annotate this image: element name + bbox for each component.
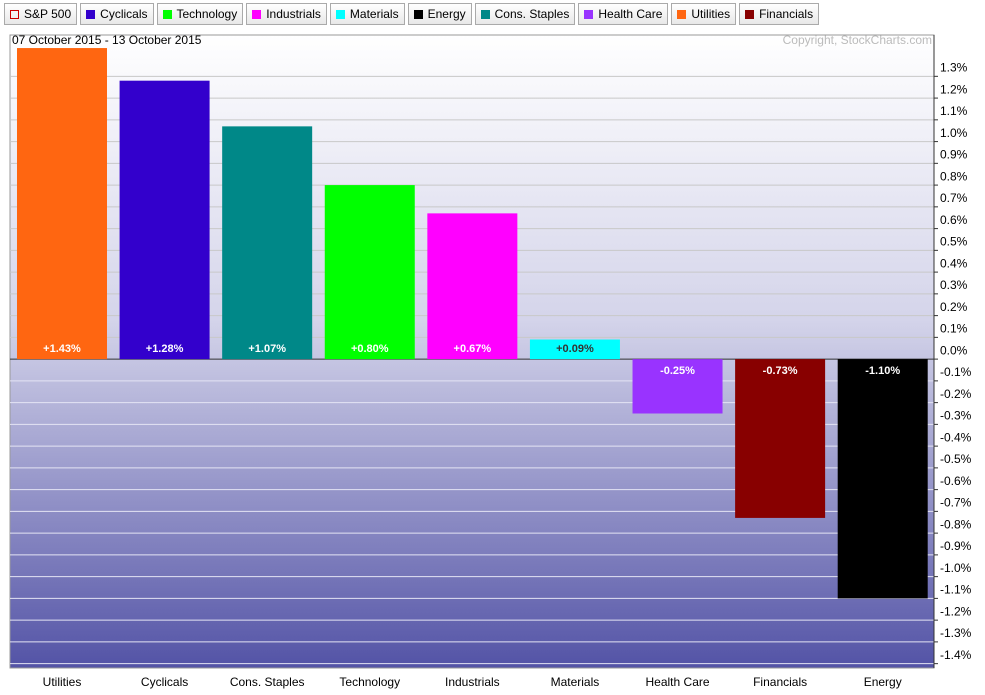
value-label: -0.25%	[660, 365, 695, 377]
y-tick-label: 1.0%	[940, 126, 968, 140]
y-tick-label: -0.7%	[940, 496, 972, 510]
legend-button[interactable]: Health Care	[578, 3, 669, 25]
y-tick-label: 0.3%	[940, 278, 968, 292]
copyright: Copyright, StockCharts.com	[783, 33, 932, 47]
legend-button[interactable]: Utilities	[671, 3, 737, 25]
y-tick-label: 0.4%	[940, 256, 968, 270]
x-tick-label: Industrials	[445, 675, 500, 689]
bar	[837, 359, 928, 599]
legend-button[interactable]: Financials	[739, 3, 820, 25]
legend-button[interactable]: Cyclicals	[80, 3, 154, 25]
y-tick-label: 0.7%	[940, 191, 968, 205]
y-tick-label: 1.2%	[940, 82, 968, 96]
legend-swatch	[252, 9, 262, 19]
legend-label: Cons. Staples	[494, 7, 570, 21]
legend-swatch	[413, 9, 423, 19]
legend-label: Materials	[349, 7, 399, 21]
value-label: +0.67%	[454, 343, 492, 355]
legend-button[interactable]: Energy	[407, 3, 472, 25]
y-tick-label: -1.3%	[940, 626, 972, 640]
legend-button[interactable]: Technology	[156, 3, 244, 25]
y-tick-label: -0.1%	[940, 365, 972, 379]
y-tick-label: -1.0%	[940, 561, 972, 575]
y-tick-label: 1.1%	[940, 104, 968, 118]
value-label: +1.43%	[43, 343, 81, 355]
bar	[16, 48, 107, 360]
bar	[632, 359, 723, 414]
legend-swatch	[584, 9, 594, 19]
legend-swatch	[162, 9, 172, 19]
legend-label: Technology	[176, 7, 238, 21]
legend-label: Cyclicals	[100, 7, 148, 21]
x-tick-label: Materials	[551, 675, 600, 689]
legend-label: Health Care	[598, 7, 663, 21]
legend-swatch	[677, 9, 687, 19]
legend-label: Utilities	[691, 7, 731, 21]
value-label: -1.10%	[865, 365, 900, 377]
y-tick-label: -0.2%	[940, 387, 972, 401]
legend-label: Industrials	[266, 7, 321, 21]
bar	[529, 339, 620, 360]
y-tick-label: 0.0%	[940, 343, 968, 357]
y-tick-label: -0.6%	[940, 474, 972, 488]
y-tick-label: 0.8%	[940, 169, 968, 183]
value-label: +0.80%	[351, 343, 389, 355]
y-tick-label: 0.5%	[940, 235, 968, 249]
legend-label: Energy	[427, 7, 466, 21]
x-tick-label: Health Care	[646, 675, 710, 689]
y-tick-label: -0.4%	[940, 430, 972, 444]
legend-button[interactable]: Materials	[329, 3, 405, 25]
bar	[119, 80, 210, 360]
y-tick-label: -1.1%	[940, 583, 972, 597]
y-tick-label: 0.6%	[940, 213, 968, 227]
bar	[324, 185, 415, 360]
bar	[222, 126, 313, 360]
value-label: -0.73%	[763, 365, 798, 377]
x-tick-label: Utilities	[43, 675, 82, 689]
bar	[735, 359, 826, 518]
legend-swatch	[10, 9, 19, 19]
legend-button[interactable]: Industrials	[246, 3, 327, 25]
y-tick-label: -0.9%	[940, 539, 972, 553]
value-label: +1.07%	[248, 343, 286, 355]
y-tick-label: -1.2%	[940, 604, 972, 618]
y-tick-label: 0.1%	[940, 322, 968, 336]
y-tick-label: -0.5%	[940, 452, 972, 466]
x-tick-label: Cyclicals	[141, 675, 188, 689]
legend-label: S&P 500	[24, 7, 72, 21]
value-label: +0.09%	[556, 343, 594, 355]
y-tick-label: -0.8%	[940, 517, 972, 531]
legend: S&P 500 Cyclicals Technology Industrials Mat…	[4, 3, 820, 25]
legend-swatch	[86, 9, 96, 19]
y-tick-label: 0.9%	[940, 148, 968, 162]
legend-button[interactable]: Cons. Staples	[474, 3, 576, 25]
y-tick-label: -0.3%	[940, 409, 972, 423]
x-tick-label: Cons. Staples	[230, 675, 305, 689]
x-tick-label: Technology	[339, 675, 400, 689]
y-tick-label: -1.4%	[940, 648, 972, 662]
legend-button[interactable]: S&P 500	[4, 3, 78, 25]
x-tick-label: Energy	[864, 675, 902, 689]
bar	[427, 213, 518, 360]
y-tick-label: 1.3%	[940, 61, 968, 75]
legend-label: Financials	[759, 7, 814, 21]
subtitle: 07 October 2015 - 13 October 2015	[12, 33, 202, 47]
y-tick-label: 0.2%	[940, 300, 968, 314]
value-label: +1.28%	[146, 343, 184, 355]
legend-swatch	[745, 9, 755, 19]
legend-swatch	[335, 9, 345, 19]
legend-swatch	[480, 9, 490, 19]
x-tick-label: Financials	[753, 675, 807, 689]
